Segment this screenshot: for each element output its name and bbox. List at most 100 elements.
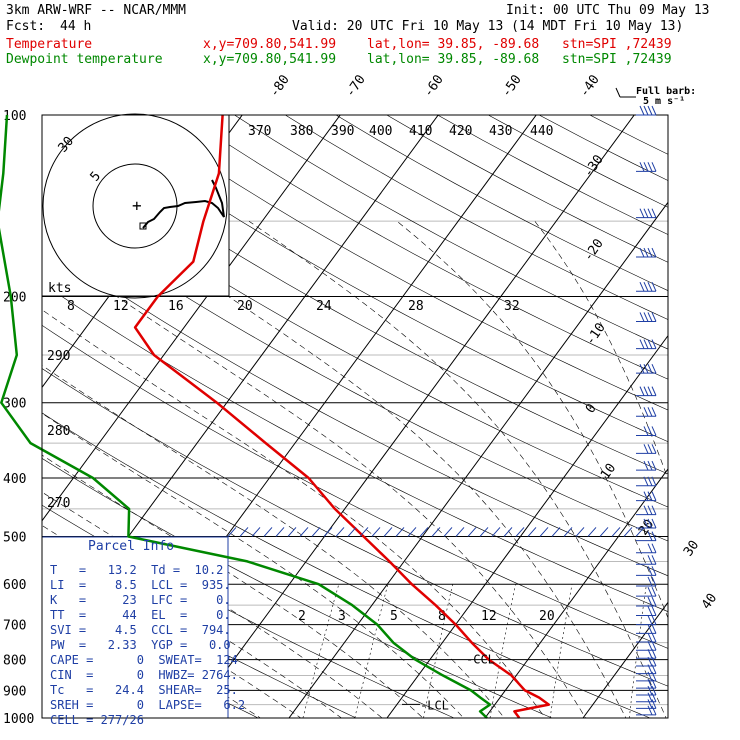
barb-tick [323,527,333,537]
wind-barb-flag [643,363,649,374]
dry-adiabat [42,412,651,718]
wind-barb-flag [651,105,657,116]
mixing-ratio-label: 12 [481,609,497,624]
barb-tick [431,527,441,537]
wind-barb-flag [647,649,653,659]
wind-barb-flag [651,363,657,374]
isotherm-label: -20 [581,236,607,264]
parcel-row: PW = 2.33 YGP = 0.0 [50,638,231,652]
barb-tick [347,527,357,537]
isotherm-line [288,201,668,718]
barb-tick [299,527,309,537]
theta-e-label: 380 [290,124,313,139]
wind-barb-flag [647,606,653,616]
dry-adiabat [42,241,668,577]
wind-barb-flag [651,606,657,616]
wind-barb-flag [651,460,657,471]
wind-barb-flag [647,339,653,349]
isotherm-label: 30 [681,538,702,559]
parcel-panel-bg [41,536,229,719]
wind-barb-flag [651,632,657,643]
dry-adiabat [437,115,668,235]
wind-barb-flag [651,339,657,349]
dry-adiabat [42,122,668,475]
wind-barb-flag [651,596,657,607]
forecast-label: Fcst: [6,19,46,34]
wind-barb-flag [647,444,653,454]
isotherm-label: -40 [577,72,603,100]
theta-e-label: 440 [530,124,553,139]
isobar-label: 100 [3,109,26,124]
wind-barb-flag [639,162,645,172]
barb-tick [599,527,609,537]
wind-barb-flag [651,576,657,587]
isotherm-label: -30 [581,152,607,180]
legend-temperature-label: Temperature [6,37,93,52]
isotherm-label: -50 [499,72,525,100]
wind-barb-flag [647,505,653,515]
isobar-label: 500 [3,530,26,545]
parcel-row: CELL = 277/26 [50,713,144,727]
legend-temperature-xy: x,y=709.80,541.99 [203,37,337,52]
mixing-ratio-line [354,584,389,718]
theta-e-label: 400 [369,124,392,139]
init-time: Init: 00 UTC Thu 09 May 13 [506,3,710,18]
wind-barb-flag [647,678,653,689]
wind-barb-flag [643,386,649,396]
isobar-label: 1000 [3,712,34,727]
parcel-row: CAPE = 0 SWEAT= 124 [50,653,238,667]
wind-barb-flag [651,566,657,576]
wind-barb-flag [647,641,653,651]
hodograph-start-marker [139,222,147,230]
moist-adiabat [42,365,505,718]
wind-barb-flag [647,699,653,709]
isobar-label: 200 [3,291,26,306]
wind-barb-flag [643,105,649,116]
wind-barb-flag [643,444,649,454]
theta-label: 280 [47,424,70,439]
isotherm-label: -10 [583,320,609,348]
isobar-label: 300 [3,397,26,412]
isotherm-label: -60 [421,72,447,100]
moist-adiabat [118,220,627,718]
isotherm-label: -70 [343,72,369,100]
wind-barb-flag [639,339,645,349]
barb-tick [275,527,285,537]
barb-tick [611,527,621,537]
wind-barb-flag [651,641,657,651]
wind-barb-flag [647,426,653,436]
dry-adiabat [589,115,668,155]
barb-tick [455,527,465,537]
barb-legend-title: Full barb: [636,86,696,97]
dewpoint-profile [0,114,492,719]
wind-barb-flag [647,208,653,218]
mixing-ratio-label: 3 [338,609,346,624]
wind-barb-flag [651,247,657,258]
parcel-info-box: Parcel Info T = 13.2 Td = 10.2 LI = 8.5 … [44,537,245,733]
wind-barb-flag [643,505,649,515]
mixing-ratio-label: 2 [298,609,306,624]
barb-tick [419,527,429,537]
parcel-row: K = 23 LFC = 0. [50,593,231,607]
isotherm-label: 10 [598,461,619,482]
wind-barb-flag [643,491,649,501]
dry-adiabat [42,368,668,687]
mixing-ratio-label: 5 [390,609,398,624]
wind-barb-flag [643,162,649,172]
parcel-row: CIN = 0 HWBZ= 2764. [50,668,238,682]
wind-barb-flag [643,426,649,436]
wind-barb-flag [639,363,645,374]
mixing-ratio-label: 20 [237,299,253,314]
mixing-ratio-label: 28 [408,299,424,314]
ccl-label: -CCL [466,653,495,667]
barb-tick [527,527,537,537]
wind-barb-flag [651,407,657,417]
wind-barb-flag [647,555,653,565]
wind-barb-flag [651,505,657,515]
dry-adiabat [42,200,668,542]
isotherm-line [190,115,635,718]
barb-legend-flag [615,87,621,98]
isobar-label: 900 [3,684,26,699]
mixing-ratio-label: 8 [438,609,446,624]
